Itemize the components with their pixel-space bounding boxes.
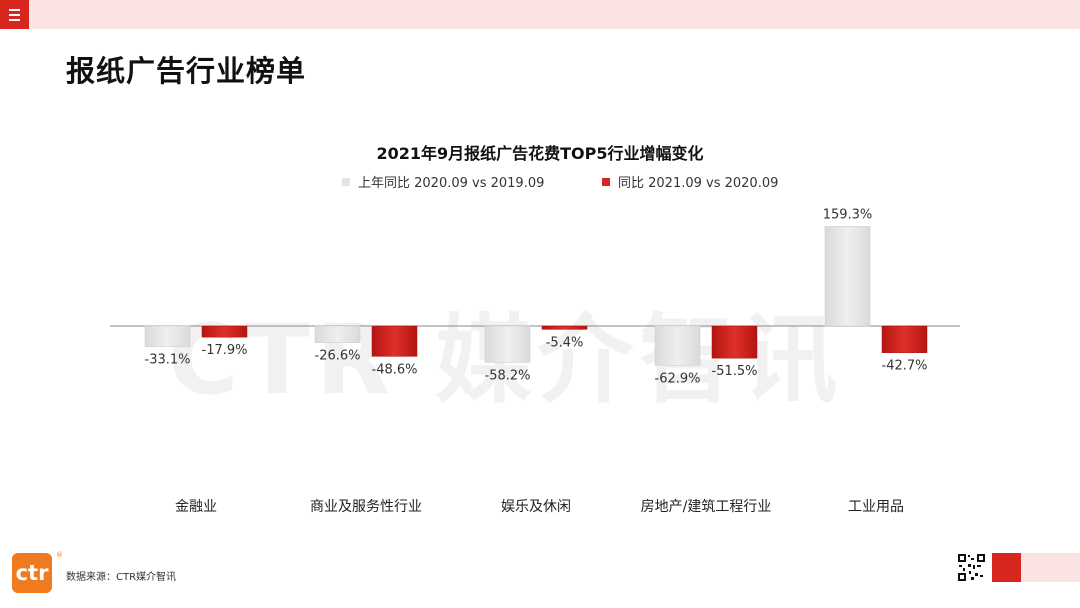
data-label-curr-4: -42.7% (882, 359, 928, 374)
top-bar (0, 0, 1080, 29)
bar-curr-0 (201, 325, 248, 338)
data-label-curr-0: -17.9% (202, 343, 248, 358)
data-label-prev-4: 159.3% (823, 207, 873, 222)
bar-prev-1 (314, 325, 361, 343)
footer-red-block (992, 553, 1021, 582)
chart-legend: 上年同比 2020.09 vs 2019.09 同比 2021.09 vs 20… (0, 172, 1080, 192)
menu-icon[interactable] (0, 0, 29, 29)
legend-item-curr: 同比 2021.09 vs 2020.09 (602, 172, 778, 191)
bar-prev-4 (824, 226, 871, 327)
registered-mark: ® (56, 551, 63, 559)
bar-prev-2 (484, 325, 531, 363)
category-label-1: 商业及服务性行业 (310, 499, 422, 515)
bar-curr-3 (711, 325, 758, 359)
category-label-4: 工业用品 (848, 499, 904, 515)
data-label-prev-3: -62.9% (655, 371, 701, 386)
menu-icon-line (9, 13, 20, 16)
legend-label-curr: 同比 2021.09 vs 2020.09 (618, 176, 779, 191)
menu-icon-line (9, 8, 20, 11)
data-label-curr-3: -51.5% (712, 364, 758, 379)
bar-curr-2 (541, 325, 588, 330)
bar-curr-1 (371, 325, 418, 357)
legend-label-prev: 上年同比 2020.09 vs 2019.09 (358, 176, 545, 191)
data-source: 数据来源：CTR媒介智讯 (66, 572, 177, 583)
bar-curr-4 (881, 325, 928, 353)
footer-pink-block (1021, 553, 1080, 582)
legend-item-prev: 上年同比 2020.09 vs 2019.09 (342, 172, 544, 191)
data-label-prev-1: -26.6% (315, 349, 361, 364)
ctr-logo: ctr (12, 553, 52, 593)
data-label-prev-2: -58.2% (485, 368, 531, 383)
qr-code (957, 553, 986, 582)
category-label-0: 金融业 (175, 499, 217, 515)
page-title: 报纸广告行业榜单 (66, 54, 307, 88)
category-label-3: 房地产/建筑工程行业 (641, 499, 772, 515)
category-label-2: 娱乐及休闲 (501, 499, 571, 515)
bar-prev-0 (144, 325, 191, 347)
chart-title: 2021年9月报纸广告花费TOP5行业增幅变化 (376, 144, 704, 163)
menu-icon-line (9, 18, 20, 21)
legend-swatch-prev (342, 177, 350, 186)
data-label-curr-2: -5.4% (546, 335, 584, 350)
bar-prev-3 (654, 325, 701, 366)
legend-swatch-curr (602, 177, 610, 186)
data-label-prev-0: -33.1% (145, 353, 191, 368)
data-label-curr-1: -48.6% (372, 362, 418, 377)
